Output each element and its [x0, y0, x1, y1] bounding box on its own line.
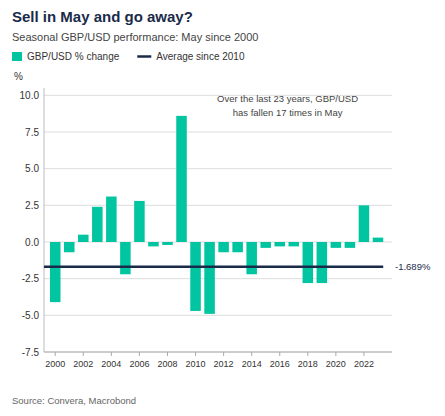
x-tick	[335, 352, 336, 356]
bar	[289, 242, 300, 246]
y-tick-label: 10.0	[20, 90, 40, 101]
annotation-line: has fallen 17 times in May	[233, 107, 343, 118]
bar	[232, 242, 243, 252]
chart: Sell in May and go away? Seasonal GBP/USD…	[0, 0, 445, 416]
bar	[176, 116, 187, 242]
x-tick	[139, 352, 140, 356]
bar	[246, 242, 257, 274]
y-tick-label: 5.0	[25, 163, 39, 174]
x-tick	[307, 352, 308, 356]
x-tick	[251, 352, 252, 356]
legend-swatch	[12, 52, 22, 61]
legend-swatch	[137, 55, 151, 58]
legend: GBP/USD % change Average since 2010	[12, 51, 245, 62]
x-tick-label: 2008	[157, 359, 177, 369]
x-tick	[83, 352, 84, 356]
y-axis-label: %	[14, 71, 23, 82]
y-tick-label: -5.0	[22, 310, 40, 321]
bar	[106, 197, 117, 242]
x-tick-label: 2000	[45, 359, 65, 369]
y-axis: -7.5 -5.0 -2.5 0.0 2.5 5.0 7.5 10.0	[20, 88, 392, 358]
x-tick	[195, 352, 196, 356]
grid-line	[44, 168, 392, 169]
legend-label: GBP/USD % change	[27, 51, 120, 62]
bar	[218, 242, 229, 252]
x-axis: 2000 2002 2004 2006 2008 2010 2012 2014 2016 2018…	[44, 352, 392, 369]
x-tick-label: 2006	[129, 359, 149, 369]
bar	[331, 242, 342, 248]
y-tick-label: -2.5	[22, 273, 40, 284]
bar	[78, 235, 89, 242]
bar	[148, 242, 159, 246]
bar	[274, 242, 285, 246]
x-axis-line	[44, 352, 392, 353]
subtitle: Seasonal GBP/USD performance: May since …	[12, 31, 258, 43]
source: Source: Convera, Macrobond	[12, 395, 136, 406]
bar	[162, 242, 173, 245]
x-tick-label: 2004	[101, 359, 121, 369]
bar	[204, 242, 215, 314]
annotation: Over the last 23 years, GBP/USD has falle…	[217, 93, 358, 118]
x-tick	[223, 352, 224, 356]
grid-line	[44, 278, 392, 279]
bar	[134, 201, 145, 242]
legend-label: Average since 2010	[156, 51, 245, 62]
grid-line	[44, 205, 392, 206]
x-tick	[167, 352, 168, 356]
bar	[359, 205, 370, 242]
x-tick-label: 2020	[326, 359, 346, 369]
average-line	[44, 266, 383, 269]
x-tick-label: 2002	[73, 359, 93, 369]
title: Sell in May and go away?	[12, 8, 193, 25]
y-axis-line	[44, 88, 45, 352]
bar	[190, 242, 201, 311]
bar	[50, 242, 61, 302]
x-tick	[55, 352, 56, 356]
average-label: -1.689%	[395, 261, 431, 272]
bar	[373, 238, 384, 242]
grid-line	[44, 132, 392, 133]
bar	[317, 242, 328, 283]
bar	[92, 207, 103, 242]
x-tick-label: 2010	[186, 359, 206, 369]
x-tick-label: 2018	[298, 359, 318, 369]
bar	[303, 242, 314, 283]
grid-line	[44, 352, 392, 353]
x-tick	[363, 352, 364, 356]
y-tick-label: 2.5	[25, 200, 39, 211]
bar	[64, 242, 75, 252]
x-tick	[279, 352, 280, 356]
x-tick-label: 2014	[242, 359, 262, 369]
x-tick-label: 2016	[270, 359, 290, 369]
plot-area	[44, 116, 383, 314]
bar	[120, 242, 131, 274]
x-tick-label: 2022	[354, 359, 374, 369]
y-tick-label: 7.5	[25, 127, 39, 138]
x-tick	[111, 352, 112, 356]
grid-line	[44, 315, 392, 316]
x-tick-label: 2012	[214, 359, 234, 369]
y-tick-label: 0.0	[25, 237, 39, 248]
annotation-line: Over the last 23 years, GBP/USD	[217, 93, 358, 104]
bar	[345, 242, 356, 248]
bar	[260, 242, 271, 248]
y-tick-label: -7.5	[22, 347, 40, 358]
